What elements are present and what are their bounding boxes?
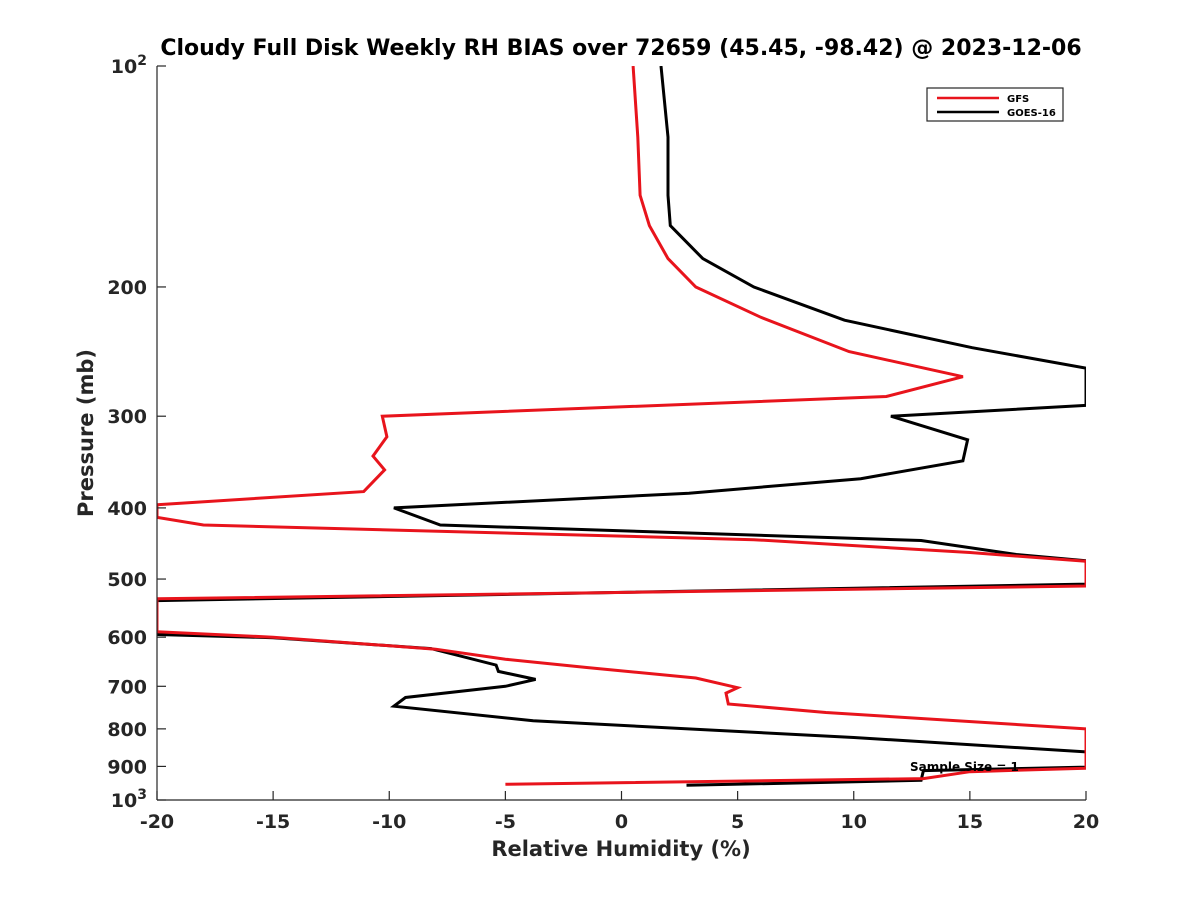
y-axis-label: Pressure (mb) bbox=[74, 349, 98, 517]
x-tick-label: -15 bbox=[256, 811, 290, 833]
y-tick-label: 300 bbox=[107, 406, 147, 428]
chart-title: Cloudy Full Disk Weekly RH BIAS over 726… bbox=[160, 36, 1081, 61]
x-axis-label: Relative Humidity (%) bbox=[491, 837, 750, 861]
x-tick-label: -20 bbox=[140, 811, 174, 833]
y-tick-label: 200 bbox=[107, 277, 147, 299]
x-tick-label: -10 bbox=[372, 811, 406, 833]
y-tick-label: 700 bbox=[107, 676, 147, 698]
legend-label-gfs: GFS bbox=[1007, 94, 1029, 105]
x-tick-label: 5 bbox=[731, 811, 744, 833]
y-tick-label: 102 bbox=[111, 53, 147, 78]
sample-size-annotation: Sample Size = 1 bbox=[910, 760, 1019, 774]
x-tick-label: 10 bbox=[841, 811, 867, 833]
y-tick-label: 800 bbox=[107, 719, 147, 741]
y-tick-label: 600 bbox=[107, 627, 147, 649]
series-line-gfs bbox=[157, 66, 1086, 786]
y-tick-label: 900 bbox=[107, 756, 147, 778]
y-tick-label: 103 bbox=[111, 787, 147, 812]
legend-box bbox=[926, 87, 1064, 122]
x-tick-label: 15 bbox=[957, 811, 983, 833]
x-tick-label: 0 bbox=[615, 811, 628, 833]
x-tick-label: -5 bbox=[495, 811, 516, 833]
y-tick-label: 400 bbox=[107, 498, 147, 520]
legend-label-goes-16: GOES-16 bbox=[1007, 108, 1056, 119]
y-tick-label: 500 bbox=[107, 569, 147, 591]
x-tick-label: 20 bbox=[1073, 811, 1099, 833]
